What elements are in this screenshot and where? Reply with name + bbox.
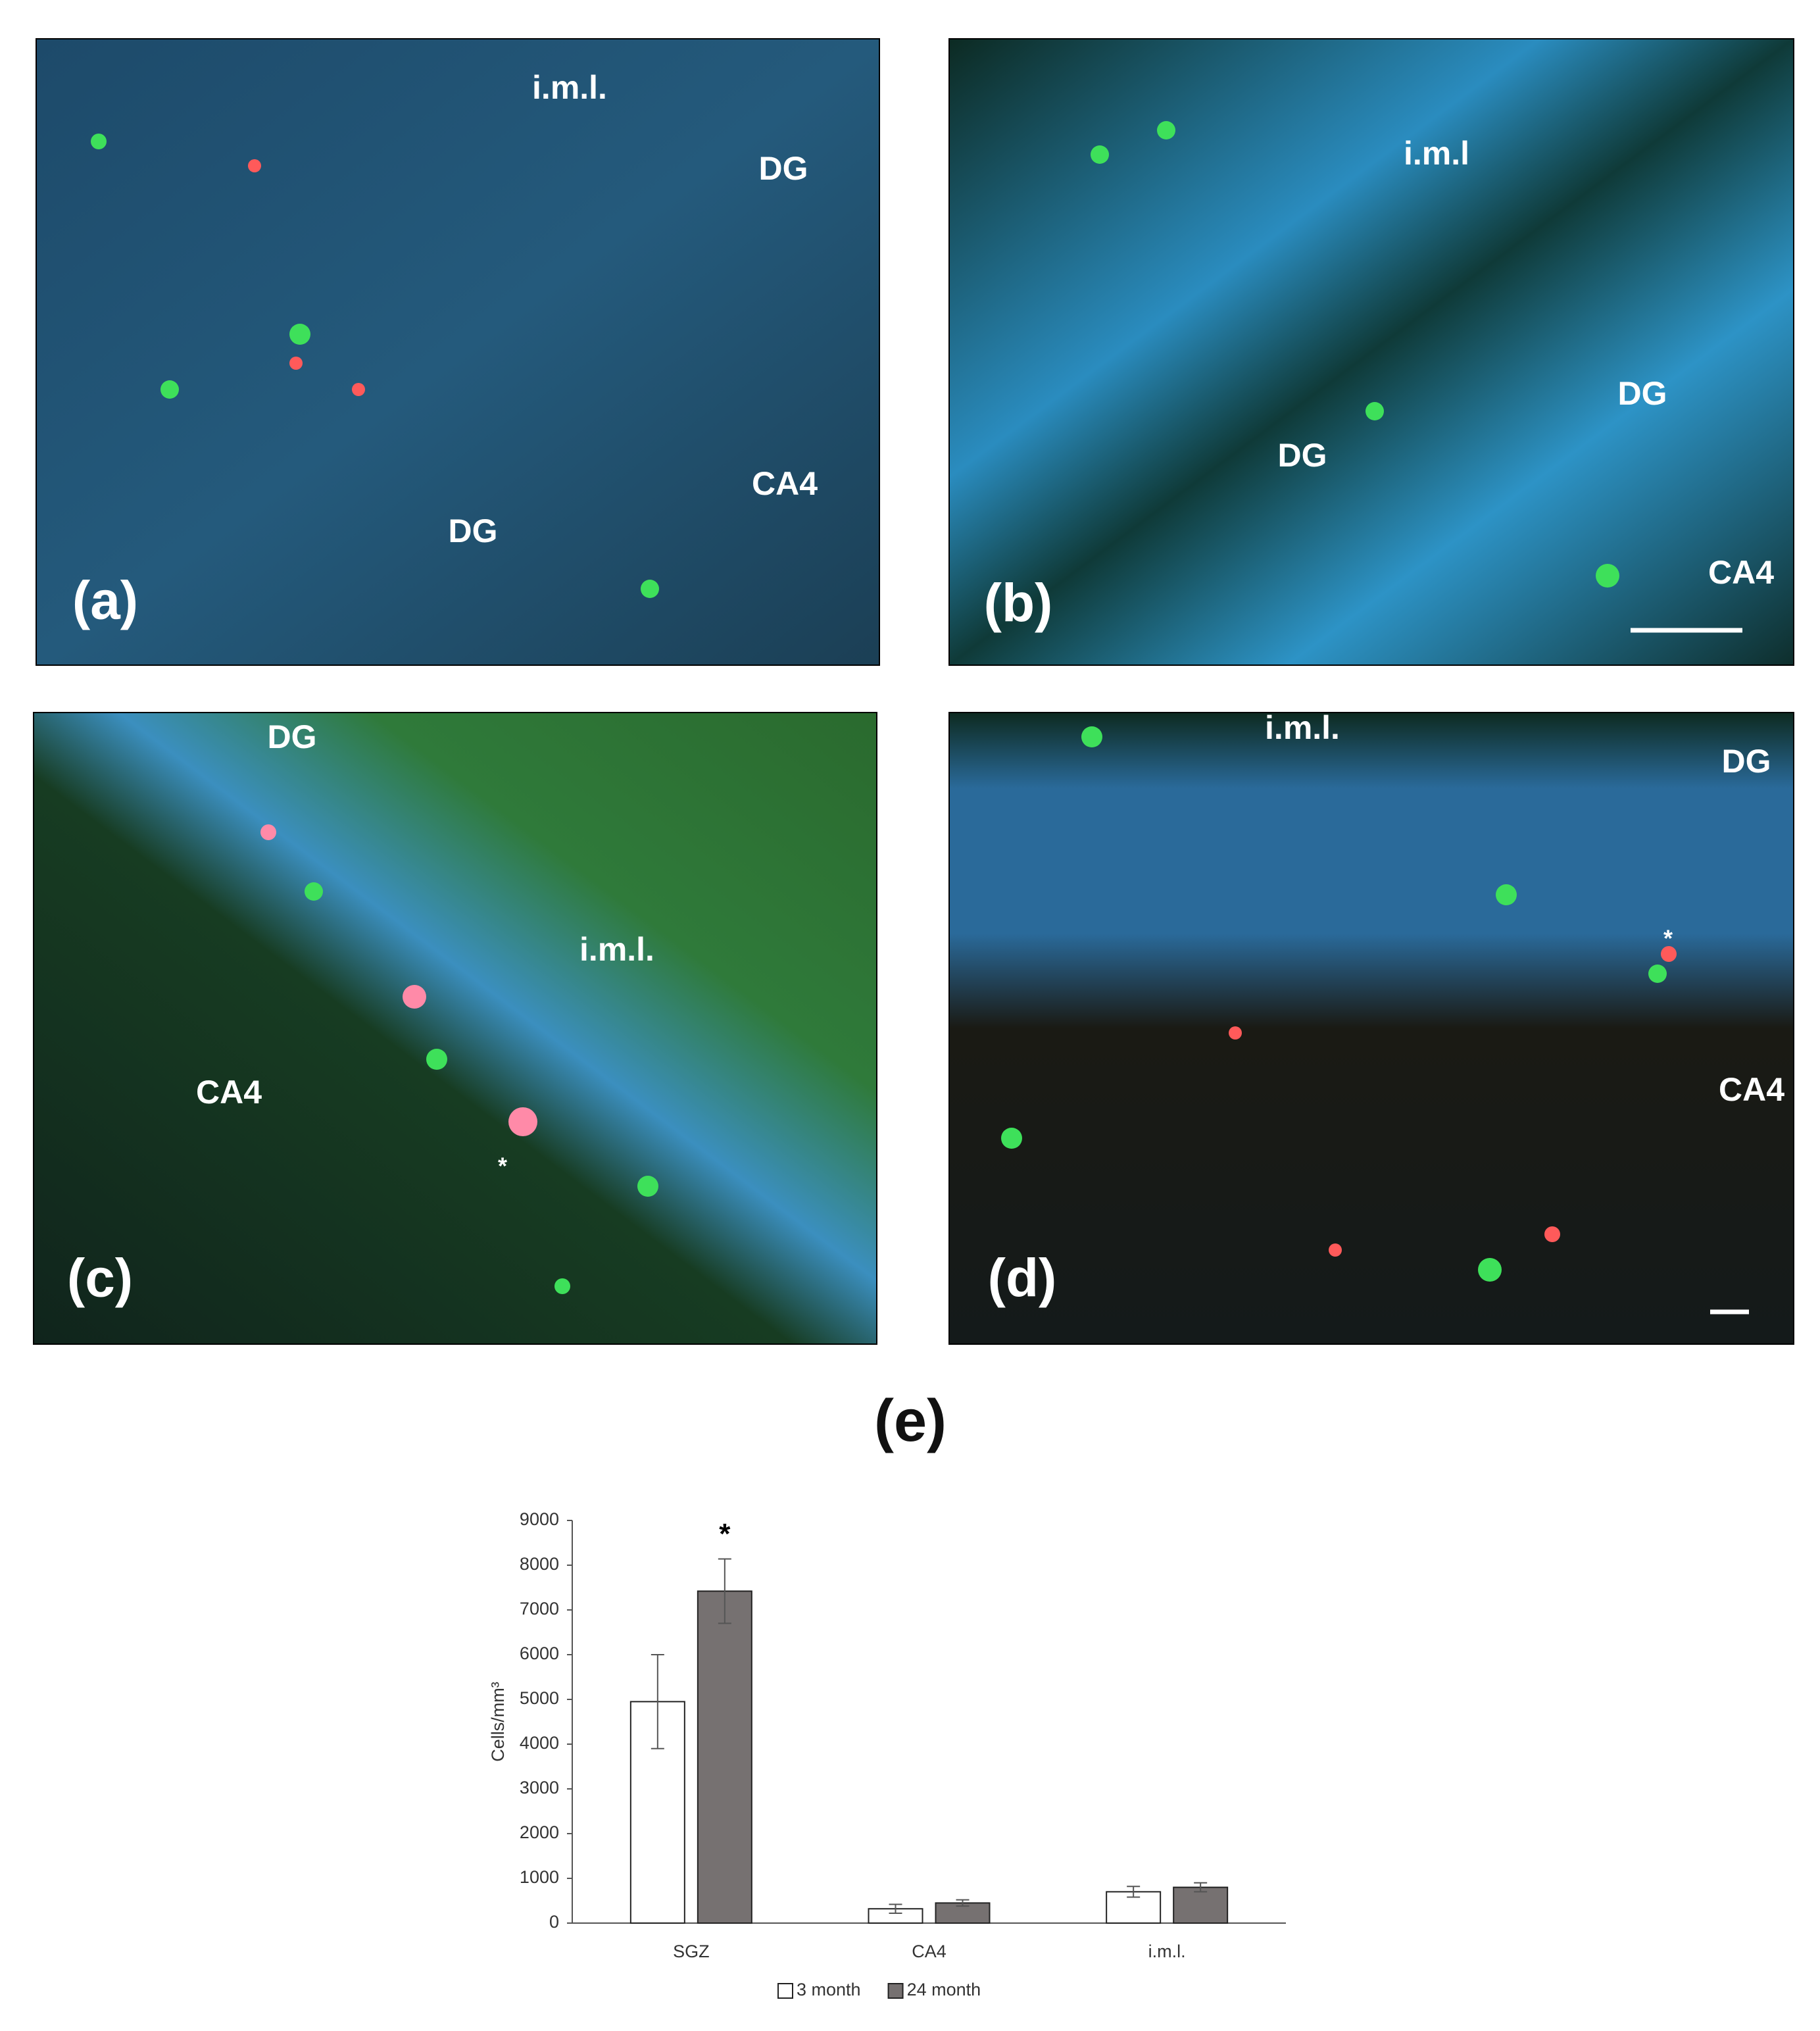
cells (248, 159, 365, 396)
bar (1173, 1886, 1229, 1924)
cells (1091, 121, 1619, 588)
panel-label: (d) (988, 1249, 1057, 1309)
legend-swatch (887, 1983, 904, 1999)
y-tick-label: 4000 (520, 1733, 559, 1753)
y-axis-label: Cells/mm³ (488, 1682, 508, 1762)
cells (1229, 946, 1677, 1257)
x-tick-label: i.m.l. (1148, 1942, 1186, 1961)
region-label: i.m.l. (579, 931, 654, 968)
region-label: * (498, 1153, 507, 1180)
region-label: i.m.l. (532, 69, 607, 106)
panel-label: (a) (72, 571, 138, 631)
panel-a: i.m.l. DG CA4 DG (a) (36, 38, 880, 666)
y-tick-label: 5000 (520, 1688, 559, 1708)
significance-mark: * (719, 1518, 731, 1550)
region-label: i.m.l (1404, 135, 1469, 172)
region-label: CA4 (1708, 554, 1774, 591)
bar-chart: 0 1000 2000 3000 4000 5000 6000 7000 8000 9000 Cel… (488, 1509, 1286, 1999)
micrograph (948, 712, 1794, 1345)
y-tick-label: 1000 (520, 1867, 559, 1887)
y-tick-label: 6000 (520, 1643, 559, 1663)
panel-d: i.m.l. DG CA4 * (d) (948, 709, 1794, 1345)
y-tick-label: 9000 (520, 1509, 559, 1529)
region-label: * (1663, 925, 1673, 952)
cells (305, 882, 658, 1294)
cells (1001, 726, 1667, 1282)
region-label: i.m.l. (1265, 709, 1340, 746)
cells (91, 134, 659, 598)
y-tick-label: 7000 (520, 1599, 559, 1618)
bar (1106, 1891, 1162, 1924)
x-tick-label: CA4 (912, 1942, 947, 1961)
region-label: DG (1618, 375, 1667, 412)
y-tick-label: 0 (549, 1912, 559, 1932)
region-label: DG (268, 718, 317, 755)
region-label: CA4 (752, 465, 818, 502)
legend-swatch (777, 1983, 793, 1999)
cells (260, 824, 537, 1136)
micrograph (33, 712, 877, 1345)
micrograph (36, 38, 880, 666)
region-label: CA4 (1719, 1071, 1784, 1108)
panel-label: (c) (67, 1249, 133, 1309)
region-label: DG (449, 513, 498, 549)
panel-c: DG i.m.l. CA4 * (c) (33, 712, 877, 1345)
bar (697, 1590, 752, 1924)
legend-label: 24 month (907, 1980, 981, 1999)
region-label: CA4 (196, 1074, 262, 1111)
y-tick-label: 3000 (520, 1778, 559, 1797)
legend-label: 3 month (797, 1980, 861, 1999)
panel-label: (b) (984, 574, 1053, 634)
chart-label: (e) (874, 1388, 947, 1454)
micrograph (948, 38, 1794, 666)
y-tick-label: 8000 (520, 1554, 559, 1574)
y-tick-label: 2000 (520, 1822, 559, 1842)
region-label: DG (1278, 437, 1327, 474)
region-label: DG (759, 150, 808, 187)
region-label: DG (1722, 743, 1771, 780)
x-tick-label: SGZ (673, 1942, 710, 1961)
panel-b: i.m.l DG DG CA4 (b) (948, 38, 1794, 666)
